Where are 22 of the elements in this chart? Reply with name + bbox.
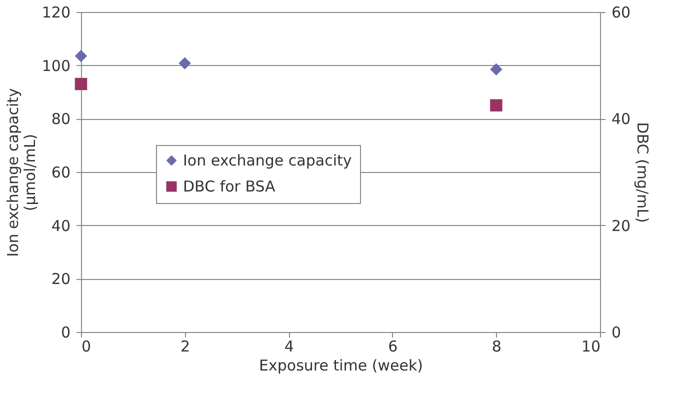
y-tick-label: 120 xyxy=(42,4,70,22)
x-tick-label: 10 xyxy=(581,338,600,356)
y-tick-label: 0 xyxy=(60,324,70,342)
x-tick-label: 2 xyxy=(180,338,190,356)
y2-axis-title: DBC (mg/mL) xyxy=(634,122,652,223)
y-tick-label: 60 xyxy=(51,164,70,182)
y-tick-label: 40 xyxy=(51,216,70,235)
y-tick-label: 80 xyxy=(51,110,70,128)
x-tick-label: 6 xyxy=(388,338,398,356)
x-tick-label: 4 xyxy=(284,338,294,356)
x-tick-label: 0 xyxy=(82,338,92,356)
y-tick-label: 100 xyxy=(42,56,70,75)
x-axis-title: Exposure time (week) xyxy=(259,356,423,374)
legend-label: DBC for BSA xyxy=(183,178,276,196)
y-axis-title: Ion exchange capacity (µmol/mL) xyxy=(4,88,39,257)
y2-tick-label: 40 xyxy=(612,110,631,128)
y2-tick-label: 60 xyxy=(612,4,631,22)
legend-label: Ion exchange capacity xyxy=(183,152,352,170)
y2-tick-label: 0 xyxy=(612,324,622,342)
y2-tick-label: 20 xyxy=(612,216,631,235)
y-tick-label: 20 xyxy=(51,270,70,288)
x-tick-label: 8 xyxy=(492,338,502,356)
